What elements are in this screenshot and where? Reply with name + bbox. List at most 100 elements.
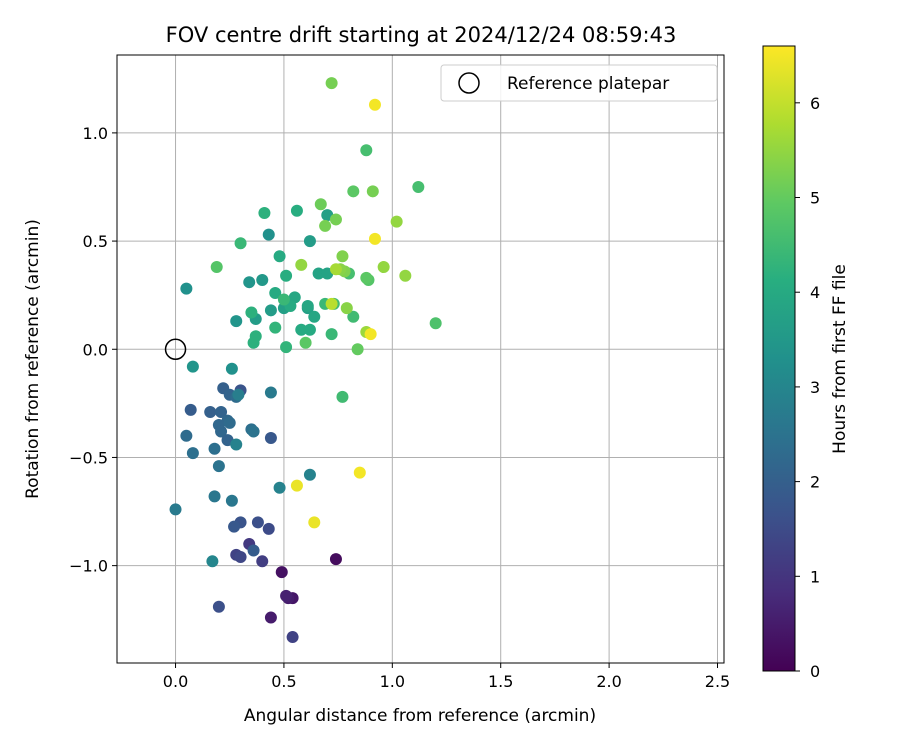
data-point — [280, 341, 293, 354]
data-point — [208, 490, 221, 503]
data-point — [215, 425, 228, 438]
data-point — [303, 323, 316, 336]
x-tick-label: 2.5 — [705, 672, 730, 691]
data-point — [243, 276, 256, 289]
data-point — [277, 293, 290, 306]
data-point — [204, 406, 217, 419]
colorbar-gradient — [762, 45, 796, 672]
data-point — [325, 77, 338, 90]
legend-box — [440, 64, 718, 102]
data-point — [169, 503, 182, 516]
y-tick-label: −0.5 — [69, 448, 108, 467]
y-tick-label: 0.5 — [83, 232, 108, 251]
data-point — [256, 555, 269, 568]
data-point — [329, 213, 342, 226]
data-point — [377, 261, 390, 274]
data-point — [228, 520, 241, 533]
data-points — [164, 77, 442, 644]
data-point — [308, 310, 321, 323]
data-point — [264, 304, 277, 317]
data-point — [234, 237, 247, 250]
data-point — [347, 185, 360, 198]
x-tick-label: 1.0 — [380, 672, 405, 691]
data-point — [186, 360, 199, 373]
data-point — [303, 468, 316, 481]
colorbar-tick-label: 3 — [810, 378, 820, 397]
data-point — [353, 466, 366, 479]
data-point — [340, 302, 353, 315]
data-point — [273, 481, 286, 494]
data-point — [336, 250, 349, 263]
data-point — [368, 98, 381, 111]
data-point — [319, 219, 332, 232]
data-point — [275, 566, 288, 579]
data-point — [210, 261, 223, 274]
plot-frame — [116, 54, 725, 664]
data-point — [290, 204, 303, 217]
data-point — [206, 555, 219, 568]
colorbar-tick-label: 5 — [810, 189, 820, 208]
data-point — [251, 516, 264, 529]
y-tick-label: 0.0 — [83, 340, 108, 359]
colorbar-tick-label: 4 — [810, 283, 820, 302]
data-point — [230, 438, 243, 451]
data-point — [247, 544, 260, 557]
data-point — [258, 206, 271, 219]
x-axis-label: Angular distance from reference (arcmin) — [244, 706, 596, 726]
data-point — [366, 185, 379, 198]
data-point — [247, 336, 260, 349]
grid — [117, 55, 724, 663]
y-axis-label: Rotation from reference (arcmin) — [23, 219, 43, 499]
colorbar-tick-label: 2 — [810, 473, 820, 492]
data-point — [325, 328, 338, 341]
x-tick-label: 0.0 — [163, 672, 188, 691]
data-point — [351, 343, 364, 356]
data-point — [303, 235, 316, 248]
legend: Reference platepar — [440, 64, 718, 102]
legend-marker — [458, 72, 480, 94]
data-point — [264, 611, 277, 624]
data-point — [280, 589, 293, 602]
data-point — [264, 431, 277, 444]
data-point — [212, 600, 225, 613]
colorbar-ticks: 0 1 2 3 4 5 6 — [795, 94, 820, 681]
legend-entry-label: Reference platepar — [507, 74, 669, 94]
axis-ticks: 0.0 0.5 1.0 1.5 2.0 2.5 −1.0 −0.5 0.0 0.5 1.0 — [69, 124, 730, 691]
data-point — [312, 267, 325, 280]
y-tick-label: 1.0 — [83, 124, 108, 143]
data-point — [286, 631, 299, 644]
reference-platepar-marker — [164, 338, 187, 361]
data-point — [262, 228, 275, 241]
data-point — [212, 460, 225, 473]
data-point — [215, 406, 228, 419]
data-point — [245, 306, 258, 319]
data-point — [269, 321, 282, 334]
data-point — [230, 315, 243, 328]
data-point — [273, 250, 286, 263]
data-point — [180, 429, 193, 442]
colorbar-tick-label: 1 — [810, 567, 820, 586]
data-point — [225, 362, 238, 375]
data-point — [269, 287, 282, 300]
data-point — [329, 263, 342, 276]
chart-title: FOV centre drift starting at 2024/12/24 … — [166, 23, 677, 47]
data-point — [390, 215, 403, 228]
data-point — [223, 416, 236, 429]
data-point — [234, 550, 247, 563]
colorbar-tick-label: 6 — [810, 94, 820, 113]
data-point — [429, 317, 442, 330]
data-point — [325, 297, 338, 310]
x-tick-label: 0.5 — [271, 672, 296, 691]
data-point — [184, 403, 197, 416]
colorbar-tick-label: 0 — [810, 662, 820, 681]
data-point — [232, 388, 245, 401]
data-point — [336, 390, 349, 403]
data-point — [264, 386, 277, 399]
data-point — [290, 479, 303, 492]
data-point — [262, 522, 275, 535]
data-point — [295, 323, 308, 336]
colorbar-label: Hours from first FF file — [830, 264, 850, 454]
y-tick-label: −1.0 — [69, 557, 108, 576]
data-point — [225, 494, 238, 507]
